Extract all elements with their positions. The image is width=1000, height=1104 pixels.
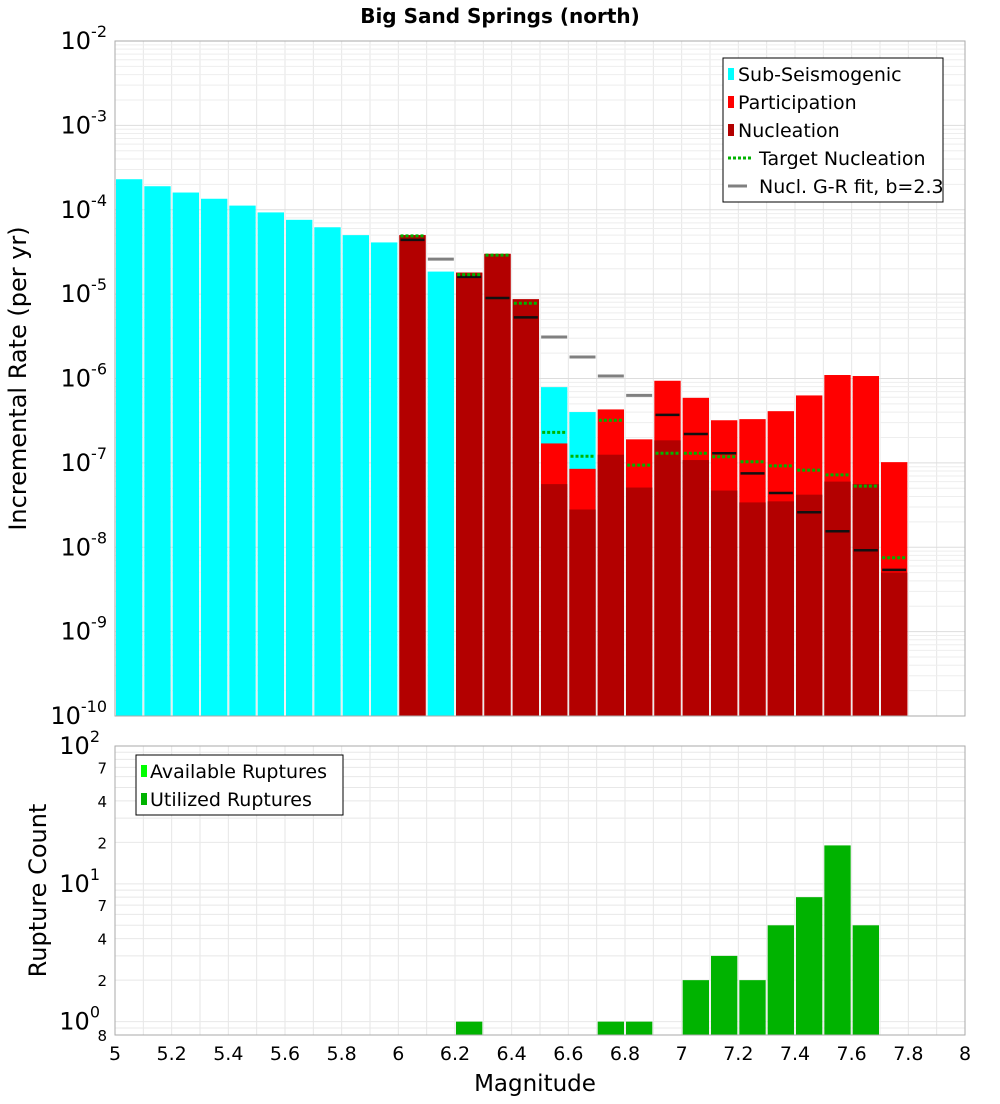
x-tick-label: 6.2 — [440, 1043, 470, 1065]
y-tick-label: 102 — [59, 727, 100, 760]
x-tick-label: 7.4 — [780, 1043, 810, 1065]
x-tick-label: 5 — [109, 1043, 121, 1065]
y-minor-tick-label: 7 — [97, 759, 107, 777]
legend-swatch — [141, 765, 147, 777]
y-tick-label: 10-7 — [61, 444, 108, 477]
y-minor-tick-label: 7 — [97, 897, 107, 915]
utilized-ruptures-bar — [767, 925, 794, 1035]
utilized-ruptures-bar — [626, 1021, 653, 1035]
x-tick-label: 7.6 — [837, 1043, 867, 1065]
x-tick-label: 8 — [959, 1043, 971, 1065]
sub-seismogenic-bar — [371, 242, 398, 716]
sub-seismogenic-bar — [427, 271, 454, 716]
x-tick-label: 6 — [392, 1043, 404, 1065]
y-tick-label: 100 — [59, 1003, 100, 1036]
legend-swatch — [728, 96, 734, 108]
magnitude-axis-label: Magnitude — [474, 1071, 596, 1097]
nucleation-bar — [654, 440, 681, 716]
utilized-ruptures-bar — [682, 980, 709, 1035]
utilized-ruptures-bar — [824, 845, 851, 1035]
legend-swatch — [728, 68, 734, 80]
sub-seismogenic-bar — [229, 205, 256, 716]
rate-legend-box — [722, 57, 944, 203]
x-tick-label: 5.6 — [270, 1043, 300, 1065]
x-tick-label: 5.8 — [327, 1043, 357, 1065]
x-tick-label: 7.2 — [723, 1043, 753, 1065]
nucleation-bar — [399, 235, 426, 716]
sub-seismogenic-bar — [172, 192, 199, 717]
legend-label: Available Ruptures — [150, 761, 327, 783]
y-tick-label: 101 — [59, 865, 100, 898]
nucleation-bar — [597, 454, 624, 716]
y-tick-label: 10-2 — [61, 22, 108, 55]
y-tick-label: 10-8 — [61, 528, 108, 561]
utilized-ruptures-bar — [711, 955, 738, 1035]
sub-seismogenic-bar — [144, 186, 171, 716]
utilized-ruptures-bar — [456, 1021, 483, 1035]
legend-label: Participation — [738, 92, 857, 114]
nucleation-bar — [711, 490, 738, 716]
nucleation-bar — [569, 509, 596, 716]
y-minor-tick-label: 2 — [97, 972, 107, 990]
y-tick-label: 10-3 — [61, 106, 108, 139]
x-tick-label: 6.6 — [553, 1043, 583, 1065]
chart-title: Big Sand Springs (north) — [360, 4, 640, 28]
legend-label: Utilized Ruptures — [150, 789, 312, 811]
rupture-axis-label: Rupture Count — [24, 804, 52, 978]
y-minor-tick-label: 8 — [97, 1027, 107, 1045]
nucleation-bar — [456, 272, 483, 716]
nucleation-bar — [739, 502, 766, 716]
legend-swatch — [141, 793, 147, 805]
utilized-ruptures-bar — [852, 925, 879, 1035]
sub-seismogenic-bar — [116, 179, 143, 716]
x-tick-label: 5.4 — [213, 1043, 243, 1065]
nucleation-bar — [682, 460, 709, 716]
utilized-ruptures-bar — [597, 1021, 624, 1035]
nucleation-bar — [512, 299, 539, 716]
utilized-ruptures-bar — [739, 980, 766, 1035]
x-tick-label: 5.2 — [157, 1043, 187, 1065]
rupture-count-plot: 102 101 100 7 4 2 7 4 2 8 Rupture Count Available R… — [24, 727, 971, 1097]
y-tick-label: 10-5 — [61, 275, 108, 308]
y-tick-label: 10-9 — [61, 613, 108, 646]
rate-axis-label: Incremental Rate (per yr) — [4, 226, 32, 530]
nucleation-bar — [626, 487, 653, 716]
y-tick-label: 10-6 — [61, 360, 108, 393]
sub-seismogenic-bar — [342, 235, 369, 716]
sub-seismogenic-bar — [257, 212, 284, 717]
sub-seismogenic-bar — [201, 198, 228, 717]
y-tick-label: 10-10 — [50, 697, 107, 730]
x-tick-label: 6.4 — [497, 1043, 527, 1065]
rate-plot-frame — [114, 40, 966, 717]
sub-seismogenic-bar — [314, 227, 341, 716]
legend-label: Target Nucleation — [758, 148, 926, 170]
x-tick-label: 7.8 — [893, 1043, 923, 1065]
y-minor-tick-label: 2 — [97, 834, 107, 852]
nucleation-bar — [824, 481, 851, 716]
legend-swatch — [728, 124, 734, 136]
rupture-legend-box — [135, 754, 344, 816]
legend-label: Nucleation — [738, 120, 840, 142]
nucleation-bar — [767, 501, 794, 716]
y-minor-tick-label: 4 — [97, 793, 107, 811]
x-tick-label: 7 — [676, 1043, 688, 1065]
legend-label: Nucl. G-R fit, b=2.3 — [759, 176, 944, 198]
nucleation-bar — [796, 494, 823, 716]
x-tick-label: 6.8 — [610, 1043, 640, 1065]
nucleation-bar — [541, 484, 568, 716]
nucleation-bar — [852, 484, 879, 716]
nucleation-bar — [881, 572, 908, 716]
rate-plot: 10-2 10-3 10-4 10-5 10-6 10-7 10-8 10-9 10-10 Inc… — [4, 22, 966, 730]
y-tick-label: 10-4 — [61, 191, 108, 224]
sub-seismogenic-bar — [286, 219, 313, 717]
y-minor-tick-label: 4 — [97, 931, 107, 949]
nucleation-bar — [484, 253, 511, 716]
utilized-ruptures-bar — [796, 897, 823, 1035]
legend-label: Sub-Seismogenic — [738, 64, 902, 86]
rupture-plot-frame — [114, 745, 966, 1036]
